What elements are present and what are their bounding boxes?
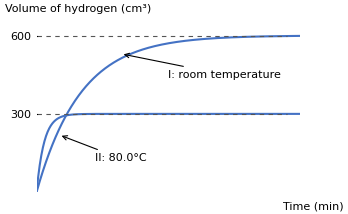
Text: Volume of hydrogen (cm³): Volume of hydrogen (cm³) [5, 4, 151, 14]
Text: Time (min): Time (min) [283, 202, 343, 212]
Text: II: 80.0°C: II: 80.0°C [63, 136, 146, 163]
Text: I: room temperature: I: room temperature [125, 53, 281, 80]
